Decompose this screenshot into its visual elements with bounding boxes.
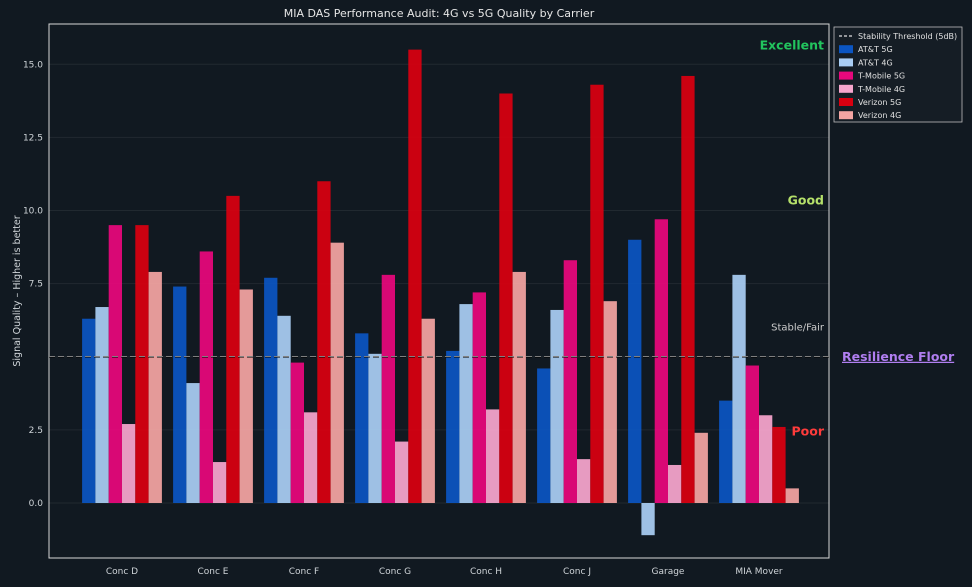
x-tick-label: MIA Mover (735, 567, 783, 577)
resilience-floor-annotation: Resilience Floor (842, 349, 955, 364)
x-tick-label: Conc D (106, 567, 138, 577)
bar (95, 307, 109, 503)
zone-labels: Excellent Good Stable/Fair Poor (760, 38, 825, 439)
legend-entry: Verizon 5G (858, 98, 901, 107)
bar (368, 353, 382, 503)
bar (199, 251, 213, 503)
legend-swatch (839, 111, 853, 120)
bar (472, 292, 486, 503)
legend: Stability Threshold (5dB) AT&T 5G AT&T 4G T… (833, 26, 963, 123)
bar (317, 181, 331, 503)
zone-label: Stable/Fair (771, 322, 825, 333)
bar (381, 274, 395, 503)
legend-entry: AT&T 4G (858, 58, 893, 67)
y-tick-label: 0.0 (29, 499, 44, 509)
bar (148, 271, 162, 503)
bar (745, 365, 759, 503)
bar (355, 333, 369, 503)
chart-title: MIA DAS Performance Audit: 4G vs 5G Qual… (284, 7, 595, 20)
bar (264, 277, 278, 503)
bar (668, 464, 682, 503)
bar (512, 271, 526, 503)
zone-label: Excellent (760, 38, 824, 53)
bar (550, 309, 564, 503)
bar (459, 304, 473, 503)
bar (186, 383, 200, 503)
x-tick-label: Conc J (563, 567, 591, 577)
bar (395, 441, 409, 503)
x-tick-label: Conc E (198, 567, 229, 577)
grid-lines (49, 63, 829, 504)
bar (446, 350, 460, 503)
legend-swatch (839, 98, 853, 106)
legend-swatch (839, 71, 853, 80)
x-tick-label: Garage (652, 567, 685, 577)
bar (590, 84, 604, 503)
bar (304, 412, 318, 503)
legend-entry: Verizon 4G (858, 111, 901, 120)
bar (537, 368, 551, 503)
bar (499, 93, 513, 503)
bar (719, 400, 733, 503)
legend-swatch (839, 58, 853, 67)
x-tick-label: Conc F (289, 567, 319, 577)
legend-entry: T-Mobile 4G (857, 85, 905, 94)
bar (563, 260, 577, 503)
y-tick-label: 12.5 (23, 133, 43, 143)
legend-entry: AT&T 5G (858, 45, 893, 54)
bar (603, 301, 617, 503)
bar (213, 462, 227, 503)
x-tick-label: Conc G (379, 567, 411, 577)
plot-frame (48, 23, 830, 559)
bar (135, 225, 149, 503)
bar (641, 503, 655, 536)
legend-swatch (839, 45, 853, 54)
bar (694, 432, 708, 503)
bar (628, 239, 642, 503)
bar (785, 488, 799, 503)
zone-label: Poor (791, 424, 824, 439)
bar (239, 289, 253, 503)
bar (577, 459, 591, 503)
y-tick-label: 15.0 (23, 60, 43, 70)
x-tick-label: Conc H (470, 567, 502, 577)
zone-label: Good (788, 193, 824, 208)
legend-entry: T-Mobile 5G (857, 72, 905, 81)
legend-entry: Stability Threshold (5dB) (858, 32, 957, 41)
bar (226, 195, 240, 503)
bars (82, 49, 799, 536)
legend-box (833, 26, 963, 123)
bar (82, 318, 96, 503)
bar (732, 274, 746, 503)
bar (681, 75, 695, 503)
y-tick-label: 2.5 (29, 426, 43, 436)
bar (122, 424, 136, 503)
bar (759, 415, 773, 503)
bar (408, 49, 422, 503)
bar (330, 242, 344, 504)
bar (421, 318, 435, 503)
bar (173, 286, 187, 503)
bar (290, 362, 304, 503)
bar (108, 225, 122, 503)
tick-labels: 0.0 2.5 7.5 10.0 12.5 15.0 Conc D Conc E Conc F C… (23, 60, 783, 577)
legend-swatch (839, 84, 853, 93)
bar (654, 219, 668, 503)
bar (772, 426, 786, 503)
y-axis-label: Signal Quality – Higher is better (12, 215, 23, 366)
y-tick-label: 7.5 (29, 280, 43, 290)
y-tick-label: 10.0 (23, 207, 43, 217)
bar (486, 409, 500, 503)
bar (277, 315, 291, 503)
